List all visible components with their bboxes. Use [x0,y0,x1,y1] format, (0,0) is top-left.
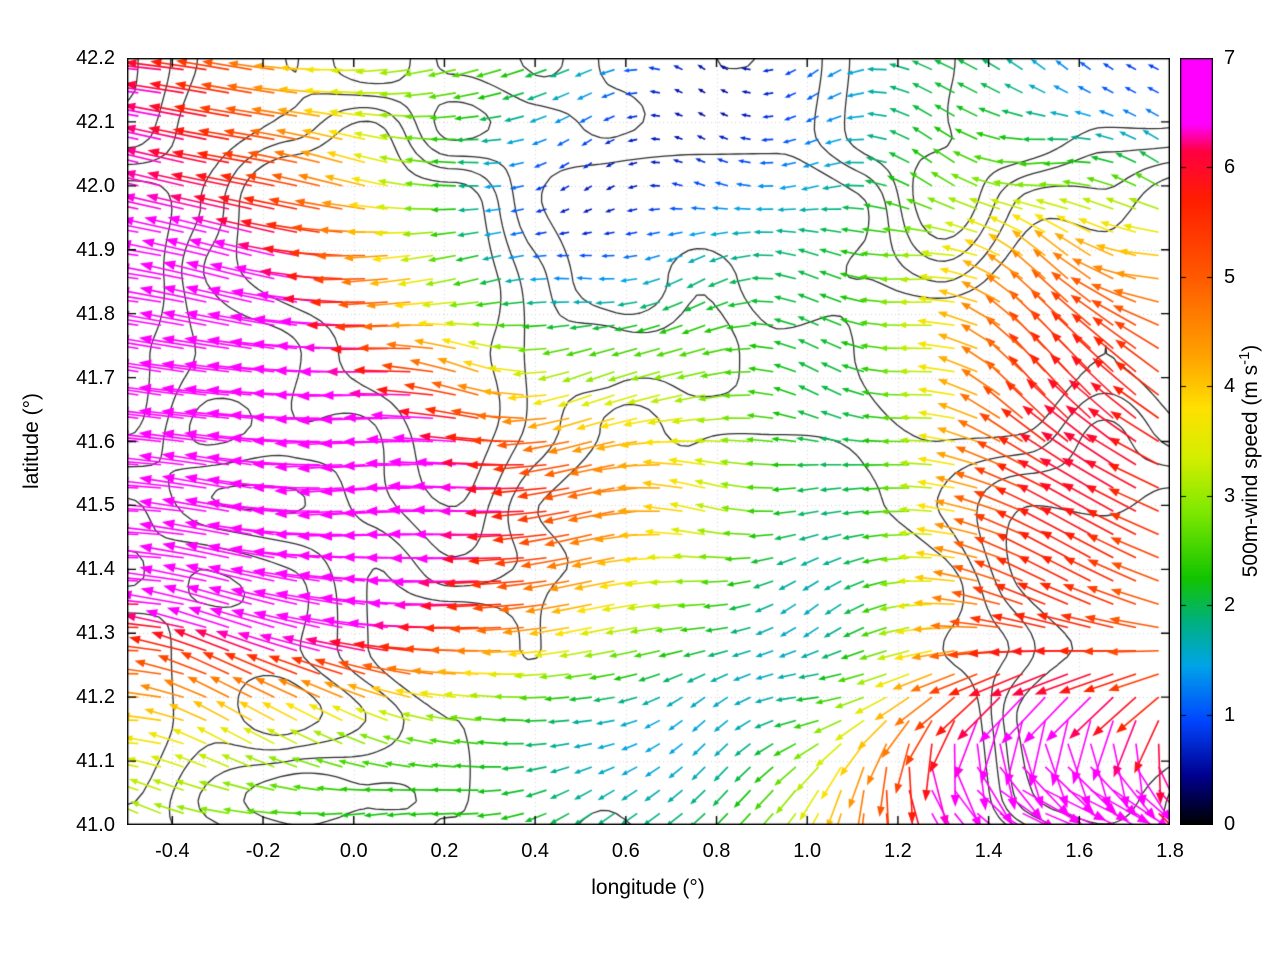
y-tick-label: 41.0 [76,814,115,836]
y-tick-label: 41.6 [76,430,115,453]
colorbar-tick-label: 2 [1224,594,1236,617]
colorbar-gradient [1180,58,1213,825]
y-tick-label: 41.8 [76,302,115,325]
x-tick-label: 0.6 [611,840,640,862]
x-tick-label: 0.2 [430,840,459,862]
y-tick-label: 42.2 [76,47,115,69]
colorbar-label: 500m-wind speed (m s-1) [1237,261,1265,661]
y-tick-label: 42.1 [76,110,115,133]
y-tick-label: 41.1 [76,750,115,773]
y-tick-label: 41.2 [76,686,115,709]
y-tick-label: 41.3 [76,622,115,645]
y-tick-label: 41.4 [76,558,115,581]
x-tick-label: 1.4 [974,840,1003,862]
colorbar-tick-label: 4 [1224,375,1236,398]
colorbar-tick-label: 5 [1224,265,1236,288]
colorbar-tick-label: 3 [1224,484,1236,507]
x-tick-label: -0.4 [155,840,190,862]
colorbar-tick-label: 7 [1224,47,1236,69]
y-tick-label: 41.9 [76,238,115,261]
x-tick-label: 1.6 [1065,840,1094,862]
colorbar-tick-label: 0 [1224,813,1236,835]
colorbar-tick-label: 1 [1224,703,1236,726]
colorbar-tick-label: 6 [1224,156,1236,179]
y-tick-label: 41.5 [76,494,115,517]
x-tick-label: 0.4 [521,840,550,862]
colorbar-label-close: ) [1239,344,1262,352]
x-tick-label: -0.2 [245,840,281,862]
y-tick-label: 41.7 [76,366,115,389]
colorbar-label-superscript: -1 [1237,351,1253,365]
x-tick-label: 1.0 [793,840,822,862]
plot-canvas [127,58,1170,825]
y-axis-label: latitude (°) [20,393,43,489]
colorbar-label-text: 500m-wind speed (m s [1239,364,1262,578]
x-tick-label: 1.8 [1156,840,1184,862]
x-tick-label: 0.0 [339,840,368,862]
x-tick-label: 0.8 [702,840,731,862]
y-tick-label: 42.0 [76,174,115,197]
x-tick-label: 1.2 [884,840,912,862]
x-axis-label: longitude (°) [591,876,705,899]
